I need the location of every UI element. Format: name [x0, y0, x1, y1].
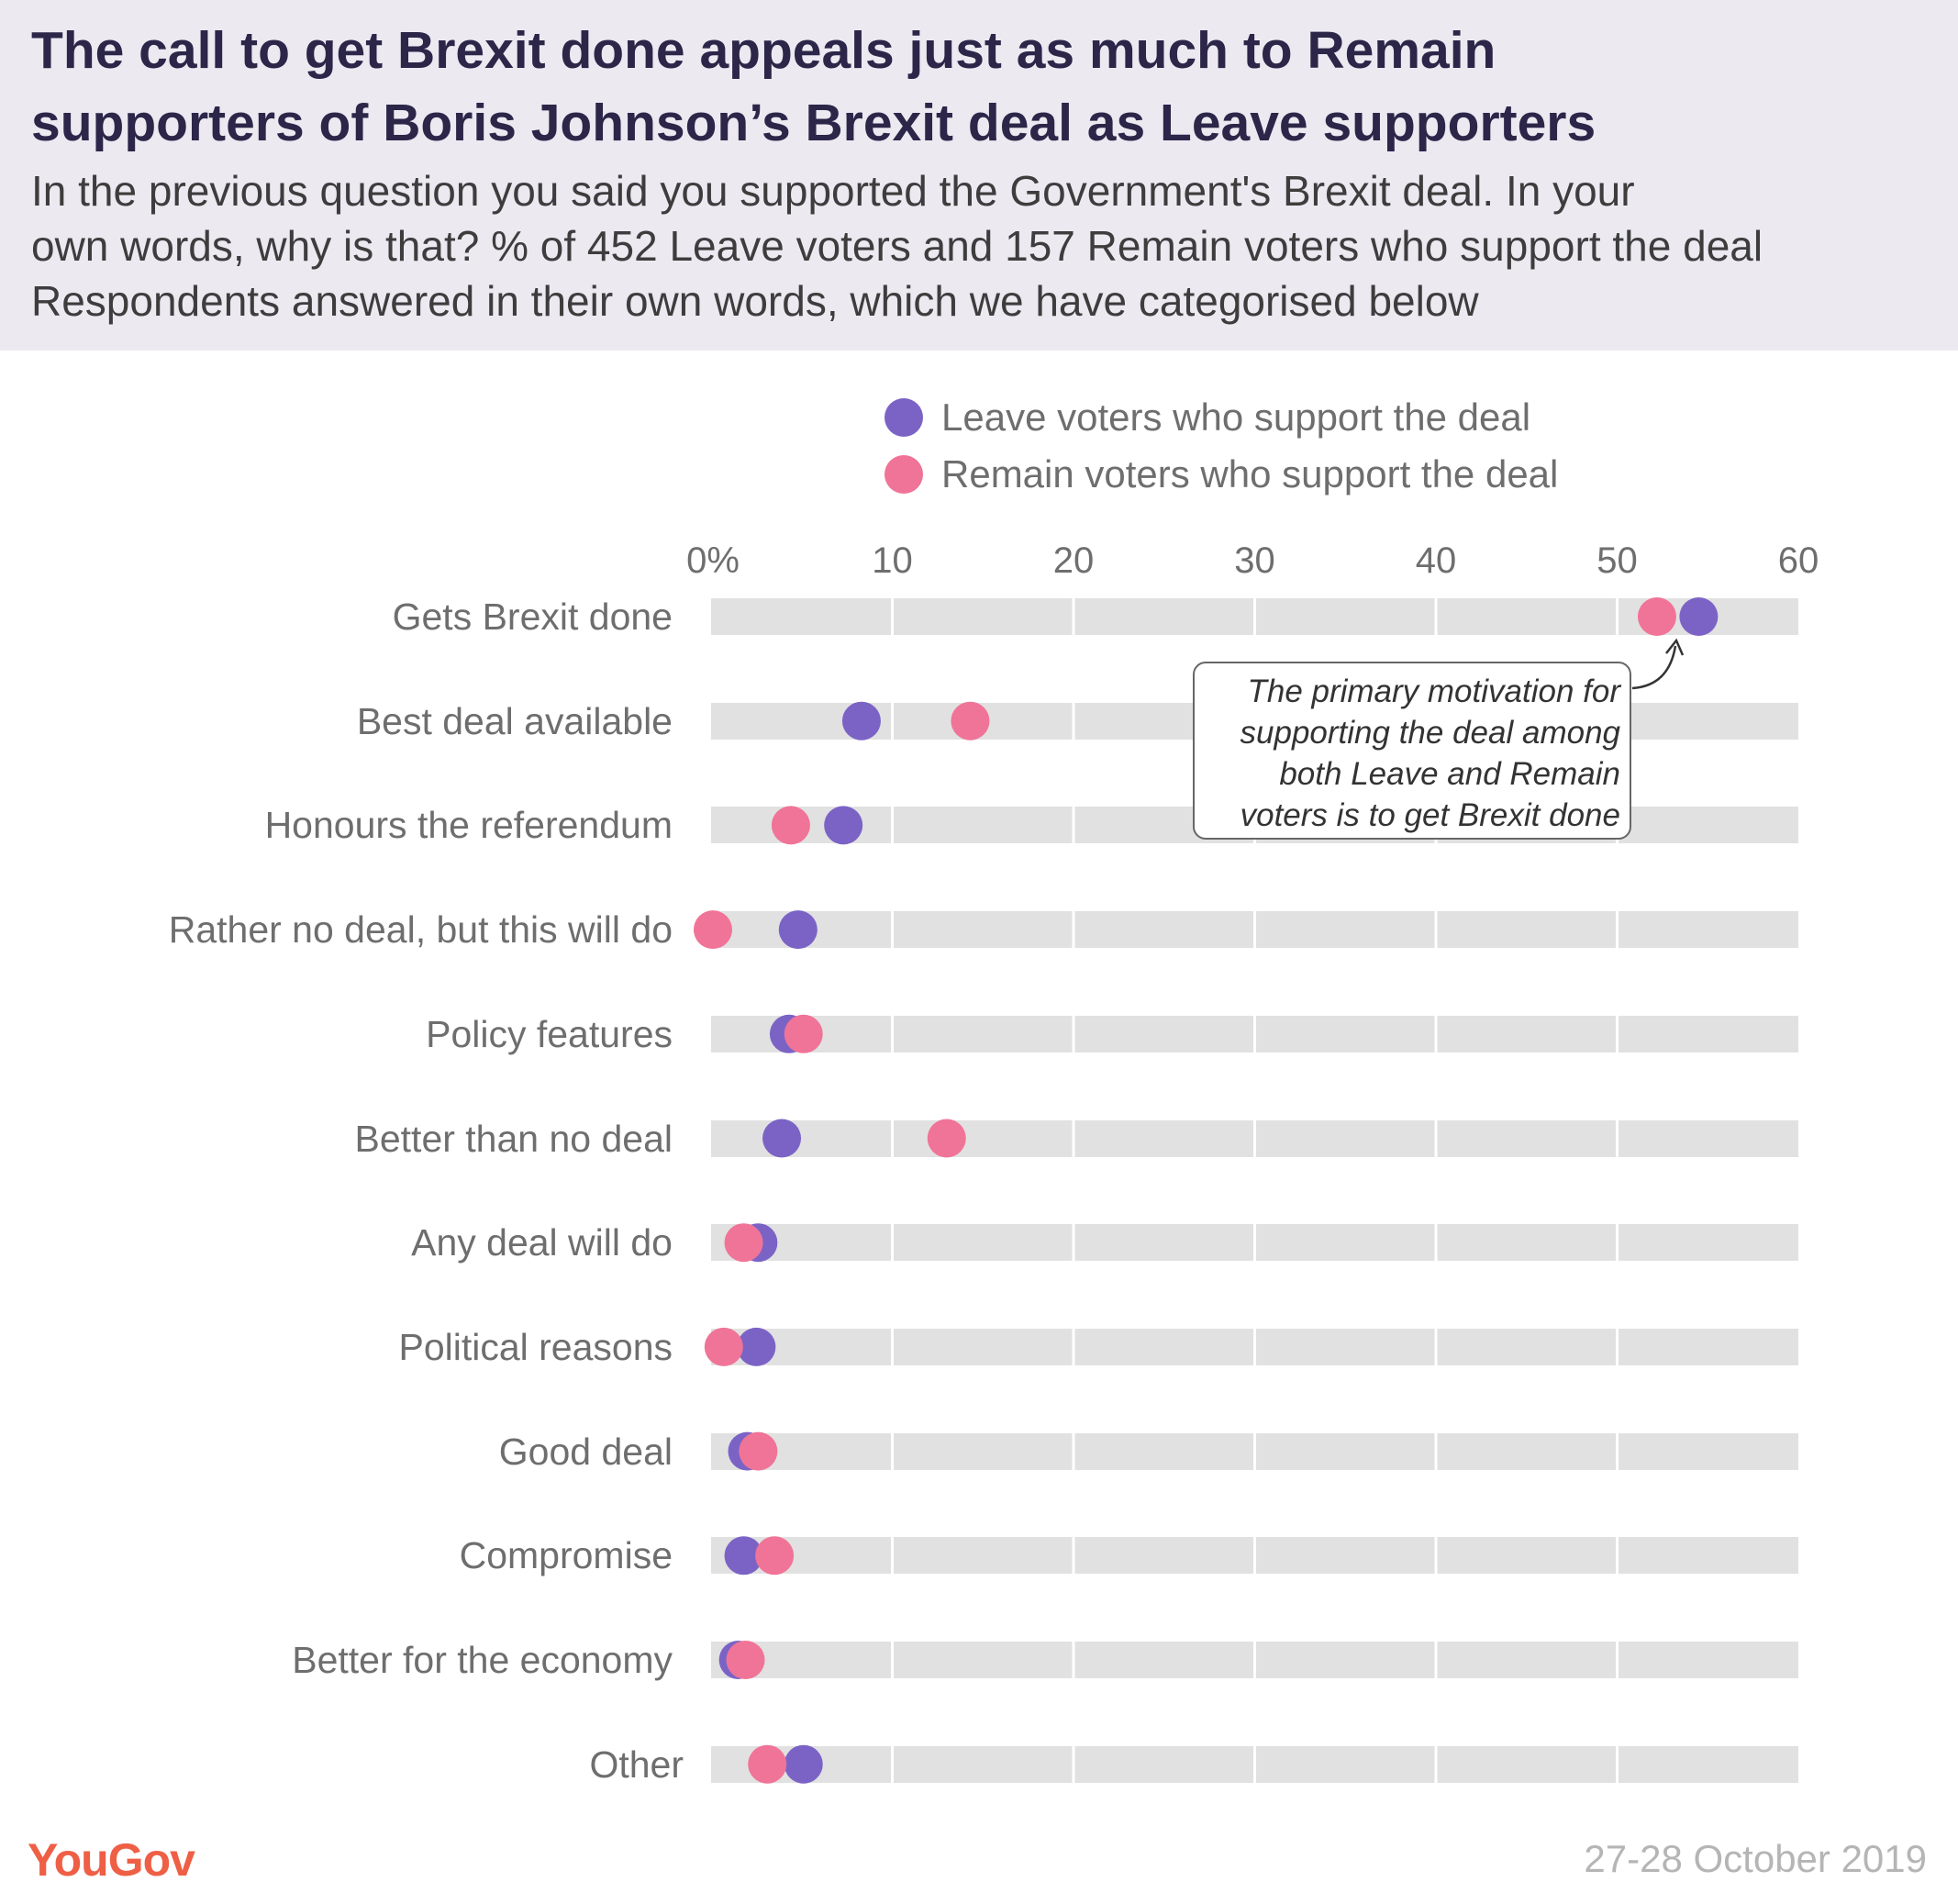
row-label: Good deal — [498, 1430, 673, 1473]
x-tick-label: 40 — [1416, 540, 1457, 581]
legend-item-remain: Remain voters who support the deal — [884, 451, 1558, 497]
survey-date: 27-28 October 2019 — [1584, 1837, 1927, 1880]
dot-leave — [778, 910, 818, 950]
dot-leave — [841, 701, 881, 740]
annotation-line-4: voters is to get Brexit done — [1240, 797, 1620, 833]
row-label: Any deal will do — [411, 1221, 673, 1264]
title-line-2: supporters of Boris Johnson’s Brexit dea… — [31, 94, 1596, 152]
legend-dot-leave — [884, 398, 923, 437]
x-tick-label: 60 — [1778, 540, 1819, 581]
annotation-line-3: both Leave and Remain — [1279, 756, 1620, 792]
dot-remain — [739, 1431, 778, 1471]
dot-leave — [824, 806, 863, 845]
dot-leave — [724, 1536, 763, 1576]
dot-remain — [755, 1536, 795, 1576]
title-line-1: The call to get Brexit done appeals just… — [31, 21, 1496, 80]
x-tick-label: 50 — [1596, 540, 1638, 581]
chart-subtitle: In the previous question you said you su… — [31, 163, 1940, 328]
dot-remain — [784, 1014, 823, 1053]
x-tick-label: 0% — [686, 540, 740, 581]
subtitle-line-1: In the previous question you said you su… — [31, 167, 1635, 215]
header-banner: The call to get Brexit done appeals just… — [0, 0, 1958, 351]
x-tick-label: 30 — [1234, 540, 1275, 581]
row-label: Better than no deal — [354, 1117, 673, 1160]
dot-remain — [748, 1744, 787, 1784]
subtitle-line-3: Respondents answered in their own words,… — [31, 277, 1479, 325]
row-label: Rather no deal, but this will do — [168, 908, 673, 952]
row-label: Political reasons — [398, 1325, 673, 1368]
annotation-line-1: The primary motivation for — [1247, 674, 1620, 709]
row-label: Compromise — [459, 1534, 673, 1577]
legend-dot-remain — [884, 455, 923, 494]
row-label: Gets Brexit done — [392, 596, 673, 638]
dot-remain — [704, 1327, 743, 1366]
legend-label-leave: Leave voters who support the deal — [941, 395, 1531, 439]
subtitle-line-2: own words, why is that? % of 452 Leave v… — [31, 222, 1763, 270]
dot-leave — [737, 1327, 776, 1366]
row-label: Policy features — [426, 1012, 673, 1055]
annotation-arrowhead — [1665, 638, 1685, 656]
dot-remain — [693, 910, 732, 950]
dot-remain — [726, 1641, 765, 1679]
yougov-logo: YouGov — [28, 1834, 195, 1886]
annotation-line-2: supporting the deal among — [1240, 715, 1620, 751]
row-label: Other — [589, 1743, 684, 1786]
chart-title: The call to get Brexit done appeals just… — [31, 15, 1921, 160]
annotation-arrow — [1631, 645, 1677, 690]
legend-item-leave: Leave voters who support the deal — [884, 395, 1530, 440]
legend-label-remain: Remain voters who support the deal — [941, 452, 1559, 495]
row-label: Honours the referendum — [264, 804, 673, 847]
annotation-box: The primary motivation for supporting th… — [1193, 662, 1631, 840]
dot-remain — [927, 1119, 966, 1158]
x-tick-label: 10 — [872, 540, 913, 581]
dot-remain — [951, 701, 990, 740]
row-label: Best deal available — [356, 699, 673, 742]
row-label: Better for the economy — [292, 1639, 673, 1681]
dot-leave — [1679, 597, 1719, 636]
dot-leave — [762, 1119, 802, 1158]
dot-remain — [771, 806, 810, 845]
dot-remain — [1637, 597, 1676, 636]
dot-remain — [724, 1223, 763, 1263]
dot-leave — [784, 1744, 823, 1784]
x-tick-label: 20 — [1053, 540, 1095, 581]
